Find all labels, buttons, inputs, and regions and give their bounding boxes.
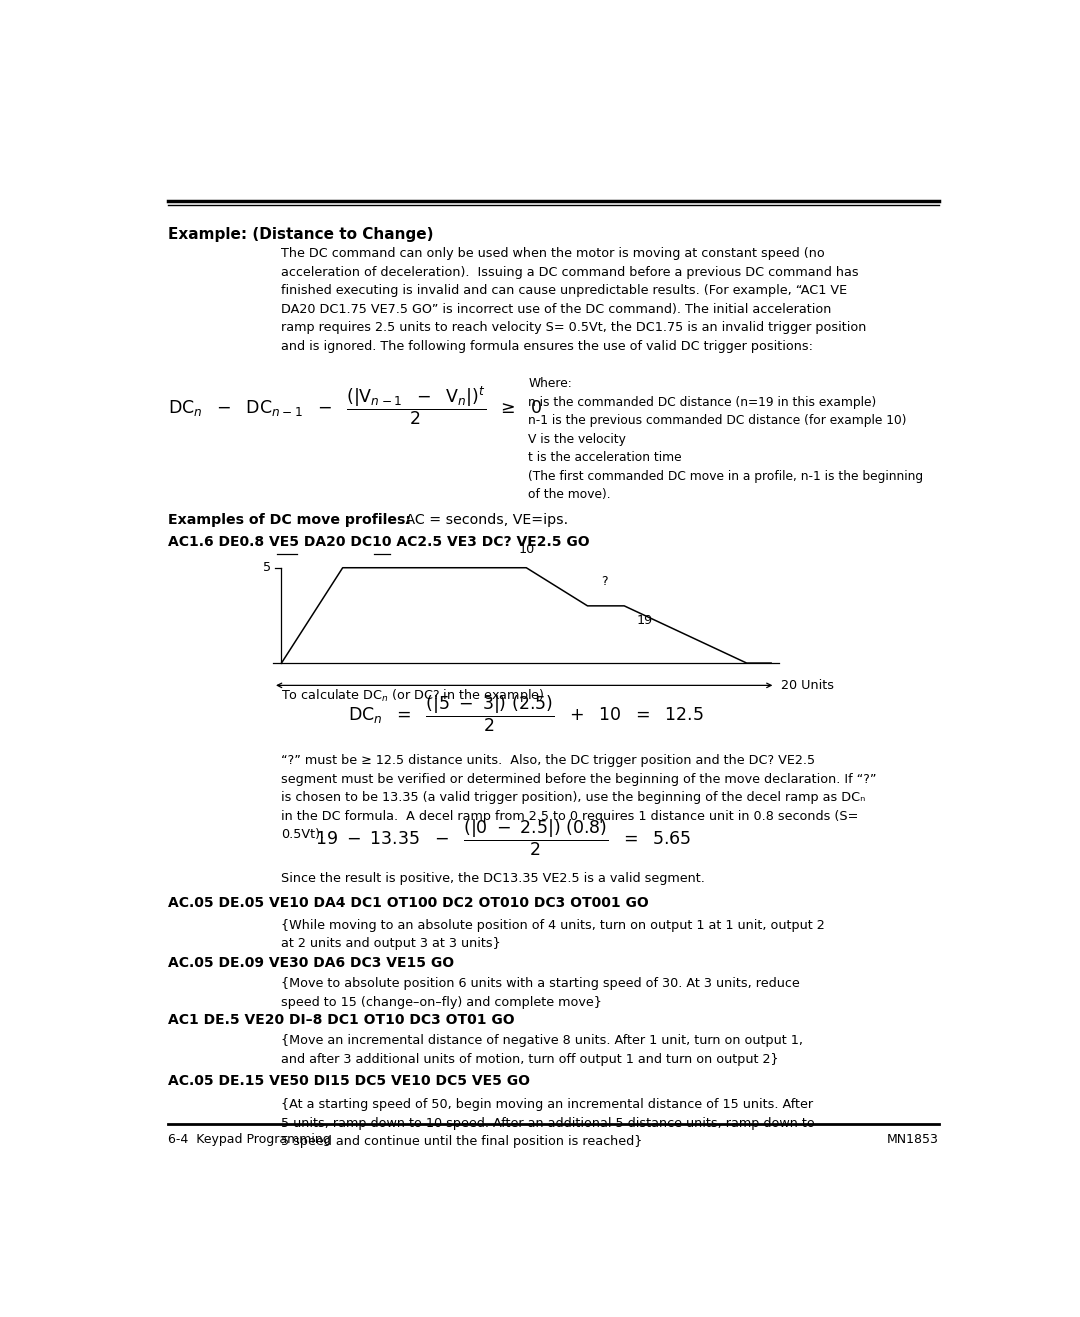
Text: The DC command can only be used when the motor is moving at constant speed (no
a: The DC command can only be used when the… [282, 248, 867, 353]
Text: $\rm DC_{\mathit{n}}\ \ =\ \ \dfrac{(|5\ -\ 3|)\ (2.5)}{2}\ \ +\ \ 10\ \ =\ \ 12: $\rm DC_{\mathit{n}}\ \ =\ \ \dfrac{(|5\… [349, 694, 704, 734]
Text: AC = seconds, VE=ips.: AC = seconds, VE=ips. [401, 512, 568, 527]
Text: To calculate DC$_n$ (or DC? in the example): To calculate DC$_n$ (or DC? in the examp… [282, 687, 545, 705]
Text: 5: 5 [264, 561, 271, 574]
Text: AC.05 DE.15 VE50 DI15 DC5 VE10 DC5 VE5 GO: AC.05 DE.15 VE50 DI15 DC5 VE10 DC5 VE5 G… [168, 1073, 530, 1088]
Text: Where:
n is the commanded DC distance (n=19 in this example)
n-1 is the previous: Where: n is the commanded DC distance (n… [528, 377, 923, 500]
Text: {Move an incremental distance of negative 8 units. After 1 unit, turn on output : {Move an incremental distance of negativ… [282, 1034, 804, 1065]
Text: {Move to absolute position 6 units with a starting speed of 30. At 3 units, redu: {Move to absolute position 6 units with … [282, 977, 800, 1009]
Text: Since the result is positive, the DC13.35 VE2.5 is a valid segment.: Since the result is positive, the DC13.3… [282, 872, 705, 885]
Text: $\rm 19\ -\ 13.35\ \ -\ \ \dfrac{(|0\ -\ 2.5|)\ (0.8)}{2}\ \ =\ \ 5.65$: $\rm 19\ -\ 13.35\ \ -\ \ \dfrac{(|0\ -\… [315, 818, 691, 857]
Text: Example: (Distance to Change): Example: (Distance to Change) [168, 227, 434, 242]
Text: MN1853: MN1853 [887, 1133, 939, 1146]
Text: AC1 DE.5 VE20 DI–8 DC1 OT10 DC3 OT01 GO: AC1 DE.5 VE20 DI–8 DC1 OT10 DC3 OT01 GO [168, 1013, 515, 1027]
Text: 19: 19 [636, 614, 652, 627]
Text: AC.05 DE.05 VE10 DA4 DC1 OT100 DC2 OT010 DC3 OT001 GO: AC.05 DE.05 VE10 DA4 DC1 OT100 DC2 OT010… [168, 897, 649, 910]
Text: Examples of DC move profiles:: Examples of DC move profiles: [168, 512, 411, 527]
Text: ?: ? [600, 574, 608, 587]
Text: $\rm DC_{\mathit{n}}\ \ -\ \ DC_{\mathit{n-1}}\ \ -\ \ \dfrac{(|V_{\mathit{n-1}}: $\rm DC_{\mathit{n}}\ \ -\ \ DC_{\mathit… [168, 385, 542, 427]
Text: 20 Units: 20 Units [781, 678, 834, 691]
Text: {While moving to an absolute position of 4 units, turn on output 1 at 1 unit, ou: {While moving to an absolute position of… [282, 919, 825, 950]
Text: 6-4  Keypad Programming: 6-4 Keypad Programming [168, 1133, 332, 1146]
Text: AC.05 DE.09 VE30 DA6 DC3 VE15 GO: AC.05 DE.09 VE30 DA6 DC3 VE15 GO [168, 956, 455, 971]
Text: 10: 10 [518, 543, 535, 556]
Text: {At a starting speed of 50, begin moving an incremental distance of 15 units. Af: {At a starting speed of 50, begin moving… [282, 1098, 815, 1148]
Text: AC1.6 DE0.8 VE5 DA20 DC10 AC2.5 VE3 DC? VE2.5 GO: AC1.6 DE0.8 VE5 DA20 DC10 AC2.5 VE3 DC? … [168, 535, 590, 549]
Text: “?” must be ≥ 12.5 distance units.  Also, the DC trigger position and the DC? VE: “?” must be ≥ 12.5 distance units. Also,… [282, 755, 877, 842]
